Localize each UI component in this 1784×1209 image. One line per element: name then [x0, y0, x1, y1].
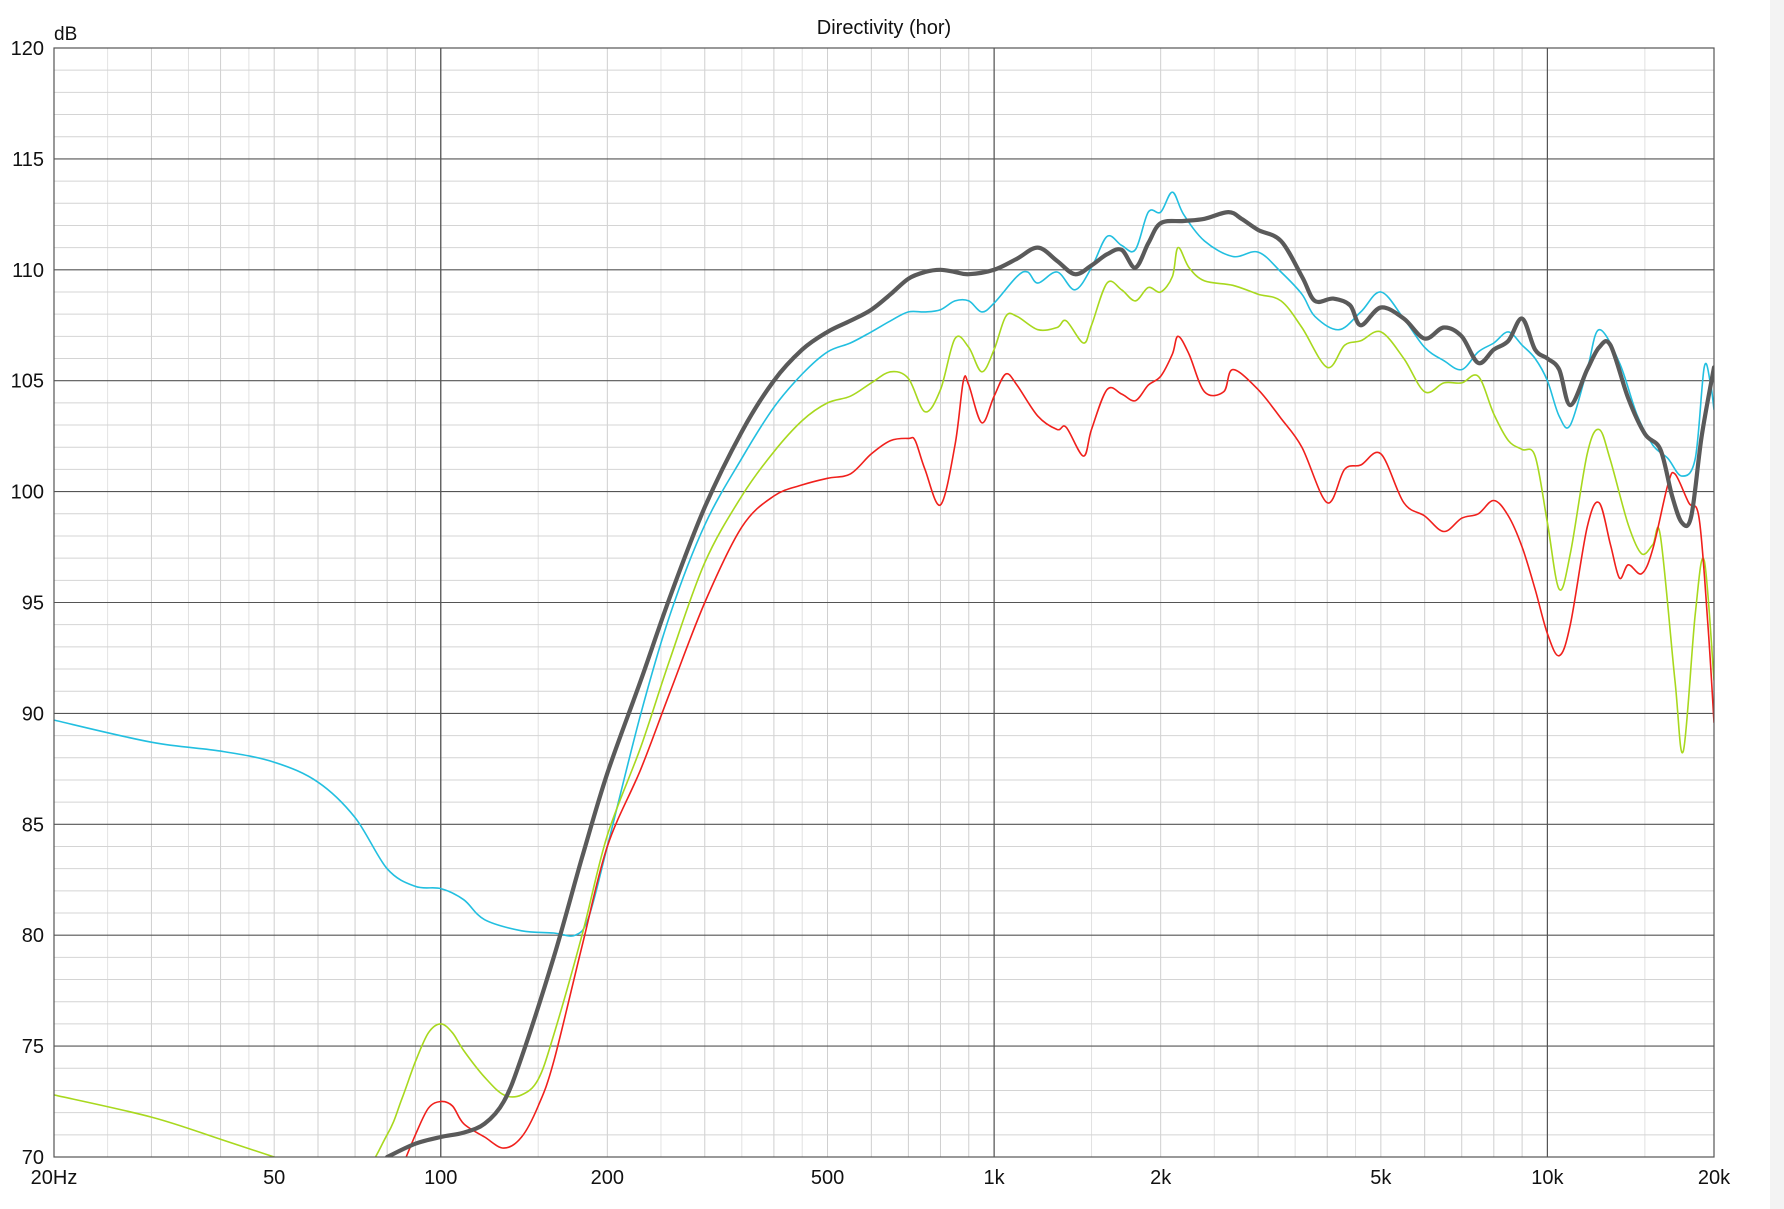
x-tick-label: 5k	[1370, 1167, 1392, 1189]
series-line-3	[405, 335, 1714, 1157]
tick-labels: 20Hz 50 100 200 500 1k 2k 5k 10k 20k 70 75 80 85 90 95 1…	[11, 38, 1731, 1189]
y-tick-label: 85	[22, 814, 44, 836]
x-tick-label: 500	[811, 1167, 844, 1189]
y-tick-label: 95	[22, 593, 44, 615]
y-tick-label: 105	[11, 371, 44, 393]
y-tick-label: 120	[11, 38, 44, 60]
x-tick-label: 20Hz	[31, 1167, 78, 1189]
y-tick-label: 90	[22, 703, 44, 725]
y-tick-label: 115	[12, 149, 44, 171]
plot-border	[53, 47, 1715, 1158]
y-tick-label: 70	[22, 1147, 44, 1169]
x-tick-label: 2k	[1150, 1167, 1172, 1189]
y-axis-unit-label: dB	[54, 24, 77, 45]
y-tick-label: 100	[11, 482, 44, 504]
x-tick-label: 1k	[984, 1167, 1006, 1189]
y-tick-label: 110	[12, 260, 44, 282]
x-tick-label: 10k	[1531, 1167, 1564, 1189]
x-tick-label: 50	[263, 1167, 285, 1189]
x-tick-label: 100	[424, 1167, 457, 1189]
y-tick-label: 80	[22, 925, 44, 947]
window-edge	[1770, 0, 1784, 1209]
x-tick-label: 20k	[1698, 1167, 1731, 1189]
series-layer	[54, 191, 1714, 1157]
series-line-4	[385, 210, 1714, 1157]
chart-title: Directivity (hor)	[817, 17, 951, 39]
y-tick-label: 75	[22, 1036, 44, 1058]
x-tick-label: 200	[591, 1167, 624, 1189]
series-line-2	[54, 246, 1714, 1157]
